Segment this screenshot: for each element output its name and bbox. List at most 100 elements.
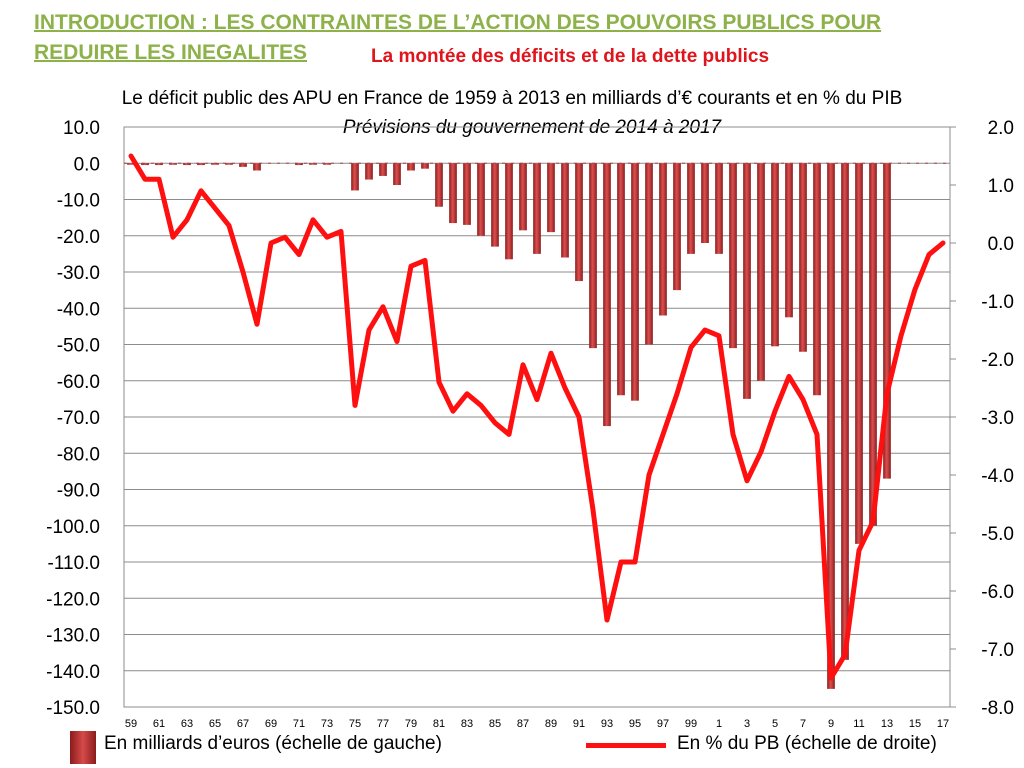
bar [855, 163, 863, 544]
x-axis-tick-label: 77 [377, 718, 389, 730]
bar [379, 163, 387, 176]
bar [365, 163, 373, 180]
bar [519, 163, 527, 231]
bar [659, 163, 667, 316]
bar [491, 163, 499, 247]
x-axis-tick-label: 97 [657, 718, 669, 730]
x-axis-tick-label: 93 [601, 718, 613, 730]
x-axis-tick-label: 1 [716, 718, 722, 730]
x-axis-tick-label: 89 [545, 718, 557, 730]
x-axis-tick-label: 13 [881, 718, 893, 730]
bar [827, 163, 835, 689]
bar [729, 163, 737, 349]
x-axis-tick-label: 5 [772, 718, 778, 730]
bar [141, 163, 149, 166]
left-axis-tick-label: -40.0 [57, 299, 100, 320]
bar [421, 163, 429, 169]
bar [435, 163, 443, 207]
left-axis-tick-label: -30.0 [57, 263, 100, 284]
bar [183, 163, 191, 166]
slide-heading: INTRODUCTION : LES CONTRAINTES DE L’ACTI… [34, 8, 994, 68]
series-line [128, 153, 946, 681]
bar [197, 163, 205, 166]
left-axis-tick-label: 10.0 [63, 118, 100, 139]
right-axis-tick-label: -8.0 [981, 698, 1014, 719]
bar [239, 163, 247, 167]
chart-title: Le déficit public des APU en France de 1… [121, 88, 903, 109]
bar [883, 163, 891, 479]
right-axis-tick-label: -5.0 [981, 524, 1014, 545]
bar [407, 163, 415, 171]
x-axis-tick-label: 75 [349, 718, 361, 730]
right-axis-tick-label: -7.0 [981, 640, 1014, 661]
bar [309, 163, 317, 165]
bar [701, 163, 709, 243]
left-axis-tick-label: -140.0 [46, 662, 100, 683]
x-axis-tick-label: 63 [181, 718, 193, 730]
bar [673, 163, 681, 291]
left-axis-tick-label: -60.0 [57, 372, 100, 393]
left-axis-tick-label: -80.0 [57, 444, 100, 465]
bar [757, 163, 765, 381]
bar [449, 163, 457, 224]
x-axis-tick-label: 69 [265, 718, 277, 730]
bar [169, 163, 177, 165]
bar [771, 163, 779, 347]
left-axis-tick-label: -50.0 [57, 336, 100, 357]
bar [617, 163, 625, 396]
x-axis-tick-label: 73 [321, 718, 333, 730]
bar [743, 163, 751, 399]
x-axis-tick-label: 65 [209, 718, 221, 730]
x-axis-tick-label: 91 [573, 718, 585, 730]
x-axis-tick-label: 59 [125, 718, 137, 730]
x-axis-tick-label: 11 [853, 718, 864, 730]
right-axis-tick-label: -4.0 [981, 466, 1014, 487]
legend-line-label: En % du PB (échelle de droite) [677, 733, 937, 754]
bar [841, 163, 849, 660]
right-axis-tick-label: -1.0 [981, 292, 1014, 313]
right-axis-tick-label: -3.0 [981, 408, 1014, 429]
left-axis-tick-label: -70.0 [57, 408, 100, 429]
x-axis-tick-label: 9 [828, 718, 834, 730]
bar [645, 163, 653, 345]
bar [631, 163, 639, 401]
left-axis-tick-label: -90.0 [57, 481, 100, 502]
bar [351, 163, 359, 191]
bar [687, 163, 695, 254]
right-axis-tick-label: 1.0 [988, 176, 1014, 197]
bar [225, 163, 233, 165]
bar [533, 163, 541, 254]
x-axis-tick-label: 79 [405, 718, 417, 730]
bar [715, 163, 723, 254]
left-axis-tick-label: -10.0 [57, 191, 100, 212]
bar [869, 163, 877, 526]
bar [813, 163, 821, 396]
legend-bar-swatch [70, 731, 96, 764]
x-axis-tick-label: 81 [433, 718, 445, 730]
slide-heading-line1: INTRODUCTION : LES CONTRAINTES DE L’ACTI… [34, 11, 882, 34]
x-axis-tick-label: 15 [909, 718, 921, 730]
bar [589, 163, 597, 349]
x-axis-tick-label: 87 [517, 718, 529, 730]
bar [127, 163, 135, 165]
bar [785, 163, 793, 318]
bar [505, 163, 513, 260]
slide-heading-line2: REDUIRE LES INEGALITES [34, 41, 308, 64]
x-axis-tick-label: 99 [685, 718, 697, 730]
x-axis-tick-label: 61 [153, 718, 165, 730]
left-axis-tick-label: -20.0 [57, 227, 100, 248]
left-axis-tick-label: -150.0 [46, 698, 100, 719]
left-axis-tick-label: -120.0 [46, 589, 100, 610]
right-axis-tick-label: -6.0 [981, 582, 1014, 603]
x-axis-tick-label: 67 [237, 718, 249, 730]
left-axis-tick-label: 0.0 [74, 154, 100, 175]
x-axis-tick-label: 85 [489, 718, 501, 730]
bar [547, 163, 555, 233]
x-axis-tick-label: 95 [629, 718, 641, 730]
right-axis-tick-label: -2.0 [981, 350, 1014, 371]
legend-bar-label: En milliards d’euros (échelle de gauche) [104, 733, 442, 754]
x-axis-tick-label: 83 [461, 718, 473, 730]
bar [323, 163, 331, 165]
legend-line-swatch [586, 743, 666, 748]
